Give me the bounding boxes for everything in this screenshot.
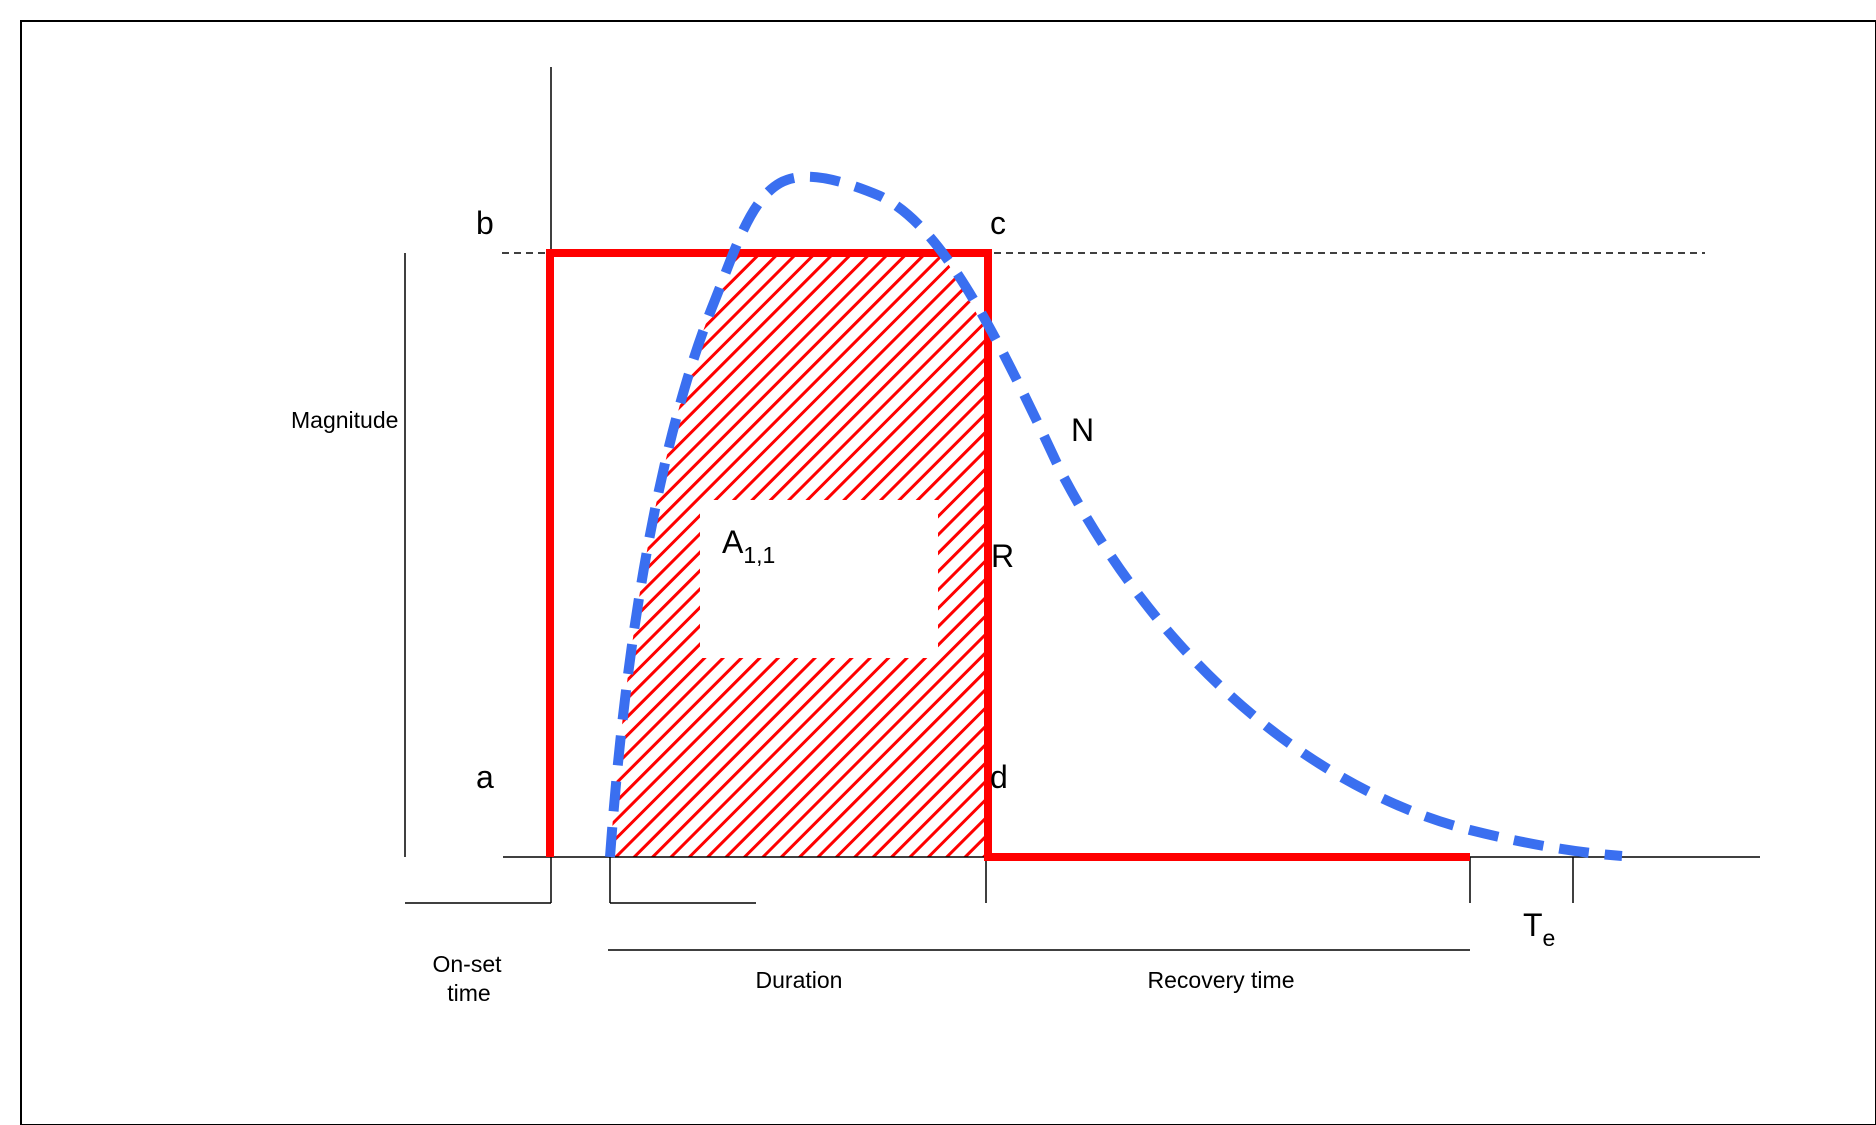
duration-label: Duration bbox=[756, 967, 843, 993]
label-b: b bbox=[476, 205, 494, 241]
te-label-sub: e bbox=[1543, 925, 1556, 951]
natural-curve bbox=[605, 171, 1623, 861]
area-label-main: A bbox=[722, 524, 744, 560]
area-label-sub: 1,1 bbox=[743, 542, 775, 568]
area-label-box bbox=[700, 500, 938, 658]
te-label-main: T bbox=[1523, 907, 1543, 943]
label-r: R bbox=[991, 538, 1014, 574]
onset-label-line2: time bbox=[447, 980, 490, 1006]
label-a: a bbox=[476, 759, 494, 795]
label-d: d bbox=[990, 759, 1008, 795]
recovery-label: Recovery time bbox=[1148, 967, 1295, 993]
area-label: A1,1 bbox=[722, 524, 775, 568]
te-label: Te bbox=[1523, 907, 1555, 951]
onset-label-line1: On-set bbox=[432, 951, 502, 977]
frame-border bbox=[20, 20, 1876, 1125]
resistance-curve bbox=[546, 249, 1470, 861]
label-c: c bbox=[990, 205, 1006, 241]
label-n: N bbox=[1071, 412, 1094, 448]
magnitude-label: Magnitude bbox=[291, 407, 398, 433]
